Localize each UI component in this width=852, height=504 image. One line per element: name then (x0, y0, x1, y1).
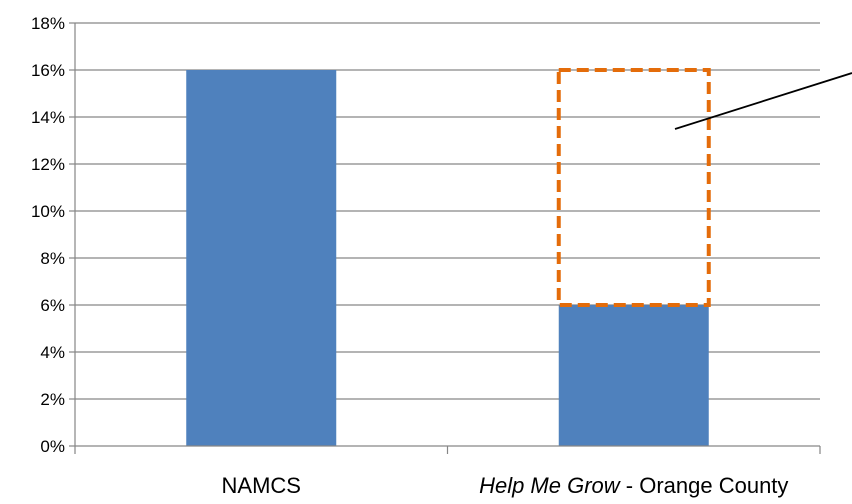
axes (69, 22, 821, 454)
y-tick-label: 18% (31, 14, 65, 33)
labels: 0% 2% 4% 6% 8% 10% 12% 14% 16% 18% NAMCS Help Me Gr… (31, 14, 788, 498)
y-tick-label: 8% (40, 249, 65, 268)
annotations (556, 68, 852, 307)
y-tick-label: 6% (40, 296, 65, 315)
callout-line (674, 72, 852, 130)
y-tick-label: 16% (31, 61, 65, 80)
bar (558, 305, 709, 446)
x-category-label: Help Me Grow - Orange County (479, 473, 788, 498)
y-tick-label: 2% (40, 390, 65, 409)
y-tick-label: 14% (31, 108, 65, 127)
x-category-label: NAMCS (222, 473, 301, 498)
bar (186, 70, 337, 446)
highlight-box (556, 68, 711, 307)
y-tick-label: 10% (31, 202, 65, 221)
y-tick-label: 0% (40, 437, 65, 456)
bars (186, 70, 709, 446)
y-tick-label: 12% (31, 155, 65, 174)
y-tick-label: 4% (40, 343, 65, 362)
